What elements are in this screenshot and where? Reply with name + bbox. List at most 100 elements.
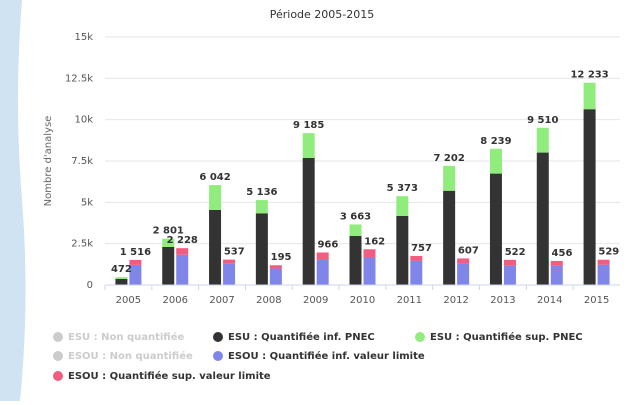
x-tick-label: 2008	[256, 295, 281, 306]
bar-segment	[115, 277, 128, 279]
x-tick-label: 2005	[116, 295, 141, 306]
x-tick-label: 2012	[443, 295, 468, 306]
bar-segment	[129, 259, 142, 265]
legend-symbol	[53, 332, 63, 342]
bar-segment	[536, 152, 549, 285]
stack-total-label: 9 510	[527, 115, 558, 126]
bar-segment	[209, 209, 222, 285]
bar-segment	[489, 173, 502, 285]
bar-segment	[583, 109, 596, 285]
legend-label: ESU : Non quantifiée	[68, 331, 185, 343]
legend-symbol	[53, 351, 63, 361]
x-tick-label: 2006	[163, 295, 188, 306]
stack-total-label: 1 537	[213, 247, 244, 258]
bar-segment	[209, 185, 222, 210]
stack-total-label: 9 185	[293, 120, 324, 131]
stack-total-label: 5 136	[246, 187, 277, 198]
bar-segment	[597, 264, 610, 285]
bar-segment	[223, 259, 236, 264]
stack-total-label: 1 516	[120, 247, 151, 258]
stack-total-label: 1 529	[588, 247, 619, 258]
bar-segment	[302, 157, 315, 285]
x-tick-label: 2015	[584, 295, 609, 306]
bar-segment	[176, 254, 189, 285]
bar-segment	[349, 224, 362, 237]
y-tick-label: 7.5k	[71, 156, 93, 167]
bar-segment	[349, 236, 362, 285]
bar-segment	[396, 216, 409, 285]
bar-segment	[503, 259, 516, 266]
bar-segment	[129, 264, 142, 285]
bar-segment	[503, 265, 516, 285]
y-tick-label: 10k	[74, 115, 93, 126]
stack-total-label: 1 607	[447, 245, 478, 256]
bar-segment	[363, 249, 376, 258]
stack-total-label: 1 757	[401, 243, 432, 254]
side-decoration	[0, 0, 26, 401]
x-tick-label: 2007	[209, 295, 234, 306]
bar-segment	[302, 133, 315, 158]
stack-total-label: 1 195	[260, 252, 291, 263]
y-axis-label: Nombre d'analyse	[43, 116, 54, 207]
bar-segment	[536, 127, 549, 153]
bar-segment	[583, 82, 596, 110]
stack-total-label: 2 228	[167, 235, 198, 246]
stack-total-label: 5 373	[387, 183, 418, 194]
y-tick-label: 12.5k	[65, 73, 93, 84]
y-tick-label: 15k	[74, 32, 93, 43]
stack-total-label: 8 239	[480, 136, 511, 147]
bar-segment	[162, 246, 175, 285]
bar-segment	[316, 252, 329, 260]
y-tick-label: 2.5k	[71, 239, 93, 250]
bar-segment	[597, 259, 610, 265]
bar-segment	[316, 259, 329, 285]
legend-label: ESOU : Quantifiée inf. valeur limite	[228, 350, 425, 362]
bar-segment	[410, 260, 423, 285]
bar-segment	[223, 263, 236, 285]
bar-segment	[550, 260, 563, 266]
stack-total-label: 1 522	[494, 247, 525, 258]
legend-symbol	[53, 371, 63, 381]
legend-label: ESOU : Quantifiée sup. valeur limite	[68, 370, 271, 382]
stack-total-label: 1 456	[541, 248, 572, 259]
bar-segment	[457, 258, 470, 264]
x-tick-label: 2010	[350, 295, 375, 306]
stack-total-label: 472	[111, 264, 132, 275]
bar-segment	[457, 263, 470, 285]
x-tick-label: 2013	[490, 295, 515, 306]
y-tick-label: 5k	[81, 197, 93, 208]
stack-total-label: 1 966	[307, 239, 338, 250]
chart-title: Période 2005-2015	[270, 8, 375, 21]
bar-segment	[269, 268, 282, 285]
legend-label: ESU : Quantifiée inf. PNEC	[228, 331, 375, 343]
legend-label: ESOU : Non quantifiée	[68, 350, 193, 362]
bar-segment	[255, 200, 268, 214]
stack-total-label: 3 663	[340, 211, 371, 222]
bar-segment	[396, 196, 409, 217]
bar-segment	[363, 257, 376, 285]
bar-segment	[255, 213, 268, 285]
bar-segment	[489, 148, 502, 174]
legend-symbol	[415, 332, 425, 342]
stack-total-label: 2 801	[153, 226, 184, 237]
bar-segment	[162, 238, 175, 247]
x-tick-label: 2014	[537, 295, 562, 306]
legend-label: ESU : Quantifiée sup. PNEC	[430, 331, 583, 343]
stack-total-label: 2 162	[354, 236, 385, 247]
bar-segment	[443, 165, 456, 191]
bar-segment	[410, 255, 423, 261]
legend-symbol	[213, 332, 223, 342]
legend-symbol	[213, 351, 223, 361]
bar-segment	[115, 278, 128, 285]
stack-total-label: 7 202	[433, 153, 464, 164]
y-tick-label: 0	[87, 280, 93, 291]
bar-segment	[269, 265, 282, 269]
x-tick-label: 2009	[303, 295, 328, 306]
bar-segment	[176, 248, 189, 255]
bar-segment	[550, 265, 563, 285]
bar-segment	[443, 190, 456, 285]
x-tick-label: 2011	[397, 295, 422, 306]
stack-total-label: 6 042	[199, 172, 230, 183]
stack-total-label: 12 233	[570, 70, 608, 81]
